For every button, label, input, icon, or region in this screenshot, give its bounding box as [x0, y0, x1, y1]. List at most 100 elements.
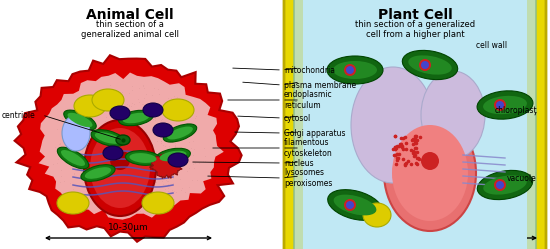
Point [69, 153, 78, 157]
Point [96, 166, 105, 170]
Point [134, 146, 142, 150]
Point [155, 156, 164, 160]
Point [167, 103, 176, 107]
Point [120, 203, 129, 207]
Text: chloroplast: chloroplast [494, 106, 537, 115]
Point [92, 183, 101, 187]
Point [122, 164, 131, 168]
Point [85, 120, 94, 124]
Point [100, 203, 109, 207]
Ellipse shape [123, 113, 150, 123]
Point [145, 177, 153, 181]
Text: cytosol: cytosol [284, 114, 311, 123]
Point [147, 93, 156, 97]
Point [113, 110, 122, 114]
Point [129, 209, 138, 213]
Point [77, 94, 86, 98]
Point [394, 152, 403, 156]
Point [411, 153, 420, 157]
Point [128, 84, 136, 88]
Ellipse shape [408, 55, 452, 75]
Point [389, 147, 398, 151]
Point [390, 145, 399, 149]
Point [410, 150, 419, 154]
Point [125, 199, 134, 203]
Point [94, 193, 103, 197]
Ellipse shape [143, 103, 163, 117]
Point [124, 120, 133, 124]
Point [61, 148, 70, 152]
Point [169, 176, 178, 180]
Point [133, 154, 141, 158]
Point [101, 186, 110, 190]
Point [189, 153, 198, 157]
Point [94, 163, 102, 167]
Point [393, 156, 402, 160]
Point [185, 185, 194, 189]
Point [392, 162, 400, 166]
Ellipse shape [344, 64, 356, 76]
Point [101, 93, 109, 97]
Text: endoplasmic
reticulum: endoplasmic reticulum [284, 90, 333, 110]
Point [157, 118, 166, 122]
Point [124, 207, 133, 211]
Point [104, 147, 113, 151]
Point [165, 124, 174, 128]
Point [92, 161, 101, 165]
Point [155, 125, 163, 129]
Ellipse shape [68, 113, 92, 127]
Point [126, 113, 135, 117]
Point [112, 149, 121, 153]
Point [116, 150, 125, 154]
Point [142, 102, 151, 106]
Point [403, 159, 412, 163]
Point [148, 200, 157, 204]
Point [78, 149, 86, 153]
Point [173, 95, 182, 99]
Point [153, 87, 162, 91]
Point [401, 147, 410, 151]
Text: thin section of a
generalized animal cell: thin section of a generalized animal cel… [81, 20, 179, 39]
Ellipse shape [129, 153, 157, 163]
Ellipse shape [110, 106, 130, 120]
Point [140, 96, 148, 100]
Point [175, 177, 184, 181]
Point [389, 153, 398, 157]
FancyBboxPatch shape [303, 0, 527, 249]
Ellipse shape [162, 99, 194, 121]
Ellipse shape [421, 71, 485, 159]
Point [407, 148, 416, 152]
Point [71, 163, 80, 167]
Point [410, 141, 419, 145]
Point [198, 159, 207, 163]
Ellipse shape [346, 66, 354, 74]
Point [73, 196, 82, 200]
Ellipse shape [81, 165, 115, 181]
Point [82, 135, 91, 139]
Ellipse shape [119, 110, 153, 126]
Ellipse shape [142, 192, 174, 214]
Point [140, 86, 148, 90]
Point [163, 195, 172, 199]
Point [120, 157, 129, 161]
Point [167, 150, 176, 154]
Ellipse shape [421, 152, 439, 170]
Ellipse shape [496, 101, 504, 109]
Ellipse shape [91, 130, 125, 146]
Point [180, 190, 189, 194]
Point [92, 159, 101, 163]
Point [392, 144, 401, 148]
Point [91, 104, 100, 108]
Point [143, 189, 152, 193]
Text: mitochondria: mitochondria [284, 65, 335, 74]
Point [108, 107, 117, 111]
Point [59, 179, 68, 183]
Point [409, 136, 417, 140]
Point [126, 119, 135, 123]
Point [135, 169, 144, 173]
Point [172, 190, 180, 194]
Point [142, 175, 151, 179]
Point [120, 203, 129, 207]
Point [102, 186, 111, 190]
Point [58, 117, 67, 121]
